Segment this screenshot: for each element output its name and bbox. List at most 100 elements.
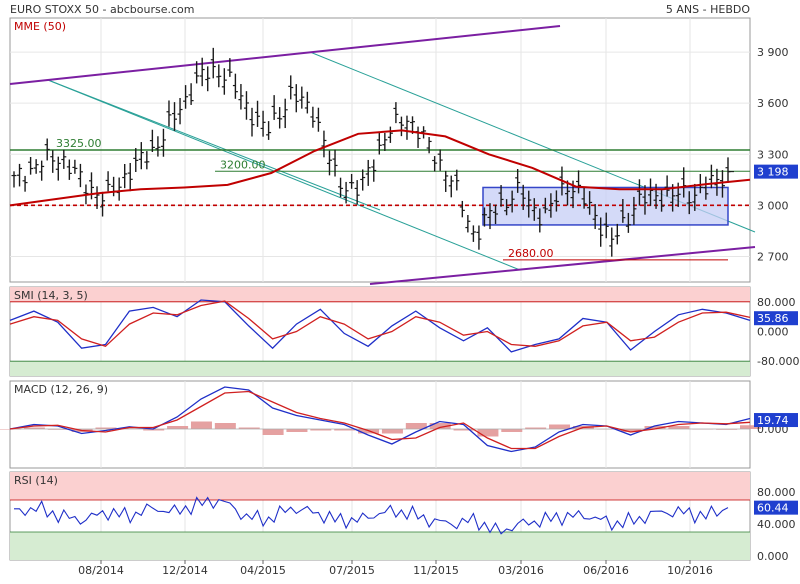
- price-bar: [160, 128, 166, 157]
- level-label: 3200.00: [220, 158, 266, 171]
- macd-histogram-bar: [453, 429, 475, 431]
- price-bar: [476, 225, 482, 250]
- price-bar: [221, 68, 227, 95]
- price-bar: [459, 200, 465, 218]
- price-bar: [526, 190, 532, 218]
- macd-title: MACD (12, 26, 9): [14, 383, 108, 396]
- macd-histogram-bar: [190, 421, 212, 429]
- rsi-y-tick-label: 0.000: [757, 550, 789, 563]
- macd-signal-line: [9, 390, 751, 450]
- price-bar: [470, 225, 476, 242]
- price-bar: [127, 162, 133, 192]
- channel-line-lower: [47, 79, 521, 271]
- price-bar: [382, 132, 388, 151]
- price-y-tick-label: 2 700: [757, 250, 789, 263]
- price-bar: [188, 83, 194, 105]
- mme-line: [9, 129, 751, 207]
- macd-histogram-bar: [644, 426, 666, 429]
- price-bar: [266, 121, 272, 140]
- price-bar: [620, 199, 626, 223]
- macd-histogram-bar: [286, 429, 308, 432]
- x-tick-label: 07/2015: [329, 564, 375, 577]
- price-bar: [360, 169, 366, 191]
- rsi-line: [14, 496, 729, 535]
- price-bar: [243, 91, 249, 120]
- price-bar: [365, 159, 371, 186]
- price-last-label-bg: [754, 164, 798, 179]
- macd-histogram-bar: [501, 429, 523, 432]
- price-bar: [288, 75, 294, 100]
- x-tick-label: 04/2015: [240, 564, 286, 577]
- price-bar: [33, 159, 39, 174]
- price-bar: [625, 212, 631, 233]
- macd-histogram-bar: [334, 429, 356, 431]
- price-bar: [55, 156, 61, 181]
- smi-last-label: 35.86: [757, 312, 789, 325]
- price-bar: [581, 187, 587, 209]
- price-bar: [631, 196, 637, 225]
- rsi-last-label-bg: [754, 500, 798, 515]
- price-bar: [238, 84, 244, 110]
- price-bar: [326, 150, 332, 176]
- price-bar: [22, 175, 28, 192]
- low-label: 2680.00: [508, 247, 554, 260]
- price-bar: [17, 163, 23, 187]
- price-bar: [592, 204, 598, 230]
- chart-period: 5 ANS - HEBDO: [666, 3, 750, 16]
- rsi-title: RSI (14): [14, 474, 58, 487]
- macd-histogram-bar: [429, 423, 451, 429]
- x-tick-label: 08/2014: [78, 564, 124, 577]
- price-bar: [232, 73, 238, 99]
- price-bar: [614, 223, 620, 245]
- price-bar: [293, 84, 299, 113]
- macd-last-label-bg: [754, 413, 798, 428]
- price-bar: [564, 180, 570, 206]
- macd-histogram-bar: [23, 427, 45, 429]
- price-bar: [432, 156, 438, 172]
- smi-overbought-zone: [10, 287, 750, 302]
- price-bar: [299, 86, 305, 109]
- price-bar: [454, 169, 460, 191]
- channel-line-upper-left: [47, 79, 381, 211]
- price-bar: [77, 163, 83, 188]
- price-y-tick-label: 3 300: [757, 148, 789, 161]
- price-bar: [387, 126, 393, 143]
- price-bar: [576, 170, 582, 194]
- price-bar: [249, 107, 255, 137]
- price-bar: [44, 138, 50, 161]
- x-tick-label: 11/2015: [413, 564, 459, 577]
- price-bar: [481, 207, 487, 227]
- price-bar: [498, 185, 504, 207]
- rsi-overbought-zone: [10, 472, 750, 500]
- price-y-tick-label: 3 900: [757, 46, 789, 59]
- price-bar: [664, 175, 670, 197]
- price-bar: [100, 191, 106, 217]
- price-bar: [11, 171, 17, 188]
- price-bar: [404, 115, 410, 140]
- price-bar: [72, 159, 78, 174]
- panel-frame: [9, 380, 751, 469]
- price-bar: [155, 136, 161, 157]
- price-bar: [277, 107, 283, 129]
- price-y-tick-label: 3 600: [757, 97, 789, 110]
- smi-title: SMI (14, 3, 5): [14, 289, 88, 302]
- price-bar: [653, 183, 659, 209]
- smi-signal-line: [9, 300, 751, 348]
- price-bar: [426, 137, 432, 154]
- price-bar: [515, 168, 521, 193]
- smi-y-tick-label: 0.000: [757, 326, 789, 339]
- price-bar: [28, 157, 34, 175]
- chart-title: EURO STOXX 50 - abcbourse.com: [10, 3, 194, 16]
- x-tick-label: 12/2014: [162, 564, 208, 577]
- price-bar: [310, 106, 316, 128]
- price-bar: [199, 57, 205, 87]
- price-bar: [371, 159, 377, 182]
- macd-histogram-bar: [238, 427, 260, 429]
- range-box: [482, 186, 729, 226]
- price-bar: [304, 91, 310, 114]
- smi-line: [9, 299, 751, 353]
- price-bar: [149, 129, 155, 152]
- smi-y-tick-label: 80.000: [757, 296, 796, 309]
